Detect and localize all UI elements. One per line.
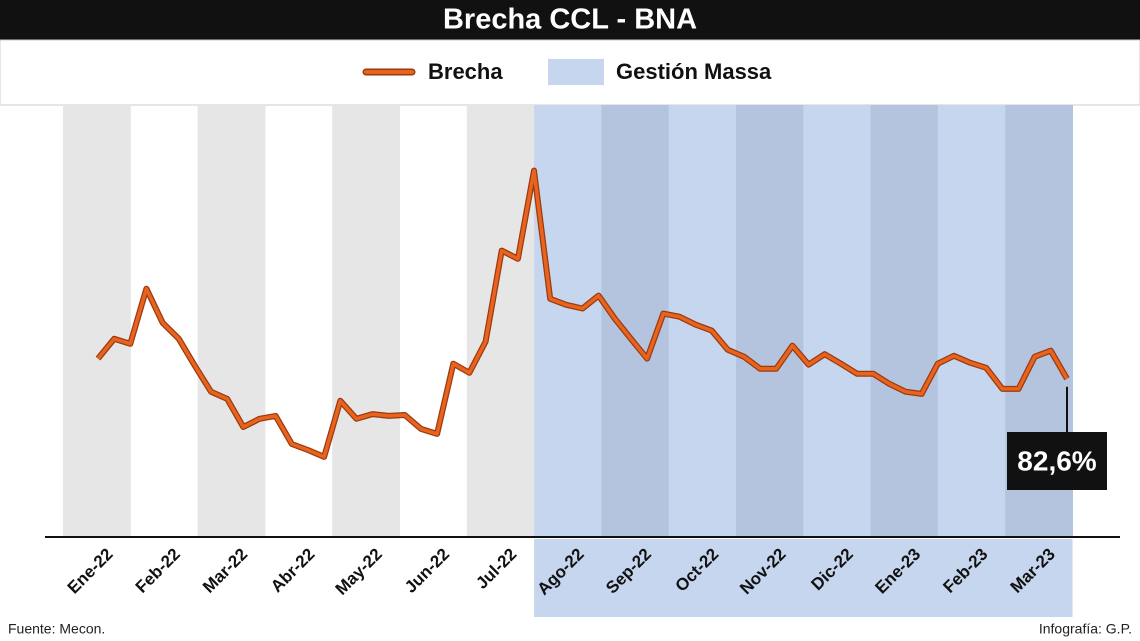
source: Fuente: Mecon. (8, 621, 105, 637)
month-band (736, 105, 804, 537)
title-bar (0, 0, 1140, 40)
month-band (63, 105, 131, 537)
legend-label: Brecha (428, 59, 503, 84)
shaded-below-axis (534, 539, 1073, 617)
chart-title: Brecha CCL - BNA (443, 4, 697, 36)
credit: Infografía: G.P. (1039, 621, 1132, 637)
month-band (466, 105, 535, 537)
legend-label: Gestión Massa (616, 59, 772, 84)
month-band (937, 105, 1006, 537)
legend-swatch (548, 59, 604, 85)
month-band (197, 105, 266, 537)
value-label: 82,6% (1017, 445, 1096, 476)
month-band (332, 105, 400, 537)
line (96, 168, 1069, 459)
label-box (1007, 432, 1107, 490)
month-band (803, 105, 872, 537)
month-band (668, 105, 737, 537)
month-band (870, 105, 939, 537)
month-band (534, 105, 602, 537)
